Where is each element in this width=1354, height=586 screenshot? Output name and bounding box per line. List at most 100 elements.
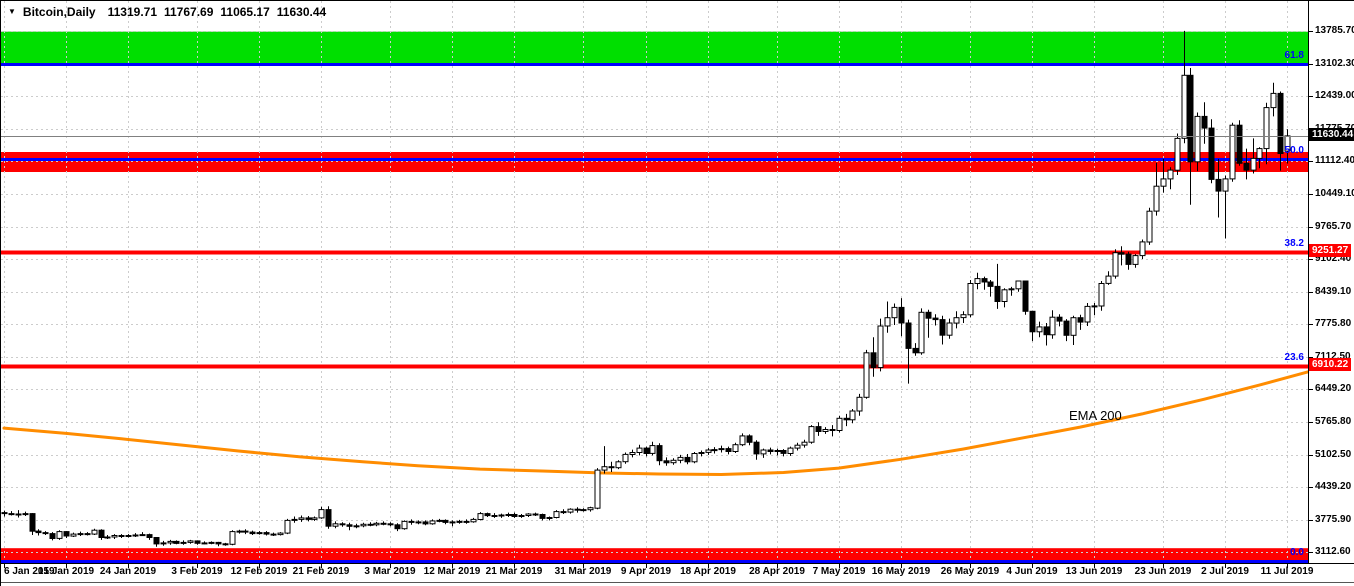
y-axis-label: 13785.70: [1315, 25, 1354, 36]
candle-body: [1084, 305, 1091, 323]
quote-high: 11767.69: [164, 5, 214, 19]
candle-body: [1201, 115, 1208, 129]
candle-body: [1270, 92, 1277, 109]
candle-body: [98, 529, 105, 539]
quote-close: 11630.44: [276, 5, 327, 19]
candle-body: [42, 532, 49, 535]
candle-body: [125, 535, 132, 537]
y-axis-label: 9765.70: [1315, 221, 1352, 232]
candle-body: [863, 352, 870, 398]
candle-body: [629, 452, 636, 455]
one-click-trading-triangle-icon[interactable]: ▼: [8, 7, 16, 16]
candle-body: [974, 278, 981, 285]
x-axis-label: 26 May 2019: [940, 566, 1000, 577]
candle-body: [118, 535, 125, 537]
candle-body: [1063, 320, 1070, 336]
candle-body: [1174, 137, 1181, 171]
candle-body: [1118, 252, 1125, 255]
candle-body: [242, 530, 249, 533]
candle-body: [801, 441, 808, 446]
candle-body: [580, 509, 587, 512]
x-axis-label: 2 Jul 2019: [1201, 566, 1249, 577]
candle-body: [856, 396, 863, 412]
candle-body: [718, 448, 725, 451]
candle-body: [1256, 148, 1263, 159]
candle-body: [760, 449, 767, 455]
candle-body: [1250, 157, 1257, 171]
candle-body: [229, 531, 236, 545]
candle-body: [104, 536, 111, 539]
candle-body: [905, 322, 912, 349]
candle-body: [608, 466, 615, 469]
ema-200-line: [2, 370, 1310, 476]
candle-body: [442, 519, 449, 523]
candle-body: [236, 530, 243, 533]
candle-body: [1208, 127, 1215, 180]
candle-body: [63, 531, 70, 537]
candle-body: [774, 450, 781, 452]
candle-body: [877, 325, 884, 368]
x-axis-label: 9 Apr 2019: [620, 566, 672, 577]
candle-body: [139, 534, 146, 537]
candle-body: [401, 520, 408, 530]
price-axis[interactable]: [1309, 1, 1354, 563]
current-price-badge: 11630.44: [1309, 128, 1354, 141]
candle-body: [1215, 178, 1222, 192]
fib-level-label-38.2: 38.2: [1284, 238, 1304, 249]
x-axis-label: 16 May 2019: [871, 566, 931, 577]
candle-body: [91, 529, 98, 535]
candle-body: [56, 531, 63, 539]
x-axis-label: 3 Feb 2019: [171, 566, 223, 577]
candle-body: [380, 522, 387, 525]
candle-body: [546, 517, 553, 519]
candle-body: [22, 513, 29, 516]
candle-body: [284, 519, 291, 534]
zone-red-zone: [1, 548, 1308, 563]
candle-body: [270, 533, 277, 536]
candle-body: [1070, 317, 1077, 336]
candle-body: [180, 541, 187, 544]
y-axis-label: 7112.50: [1315, 351, 1351, 362]
candle-body: [1277, 92, 1284, 154]
candle-body: [360, 523, 367, 527]
candle-body: [884, 317, 891, 327]
y-axis-label: 11112.40: [1315, 155, 1354, 166]
zone-green-zone: [1, 31, 1308, 65]
candle-body: [1043, 326, 1050, 336]
candle-body: [1139, 241, 1146, 257]
candle-body: [622, 453, 629, 463]
candle-body: [201, 542, 208, 545]
candle-body: [215, 541, 222, 545]
candle-body: [249, 531, 256, 535]
candle-body: [291, 518, 298, 521]
candle-body: [739, 435, 746, 446]
candle-body: [477, 513, 484, 520]
candle-body: [567, 508, 574, 513]
candle-body: [1284, 135, 1291, 152]
candle-body: [1153, 185, 1160, 212]
candle-body: [1098, 283, 1105, 307]
candle-body: [387, 523, 394, 526]
candle-body: [960, 314, 967, 319]
candle-body: [518, 515, 525, 517]
candle-body: [898, 306, 905, 324]
candle-body: [15, 513, 22, 516]
y-axis-label: 3775.90: [1315, 514, 1352, 525]
candle-body: [1222, 178, 1229, 192]
candle-body: [173, 540, 180, 544]
candle-body: [808, 426, 815, 443]
candle-body: [498, 514, 505, 517]
x-axis-label: 23 Jun 2019: [1134, 566, 1192, 577]
candle-body: [767, 449, 774, 452]
candle-body: [925, 311, 932, 319]
x-axis-label: 4 Jun 2019: [1006, 566, 1058, 577]
fib-level-label-23.6: 23.6: [1284, 352, 1304, 363]
candle-body: [539, 514, 546, 519]
candle-body: [594, 469, 601, 509]
candle-body: [1105, 275, 1112, 284]
y-axis-label: 3112.60: [1315, 546, 1351, 557]
candle-body: [505, 514, 512, 516]
candle-body: [684, 456, 691, 463]
candle-body: [167, 540, 174, 544]
